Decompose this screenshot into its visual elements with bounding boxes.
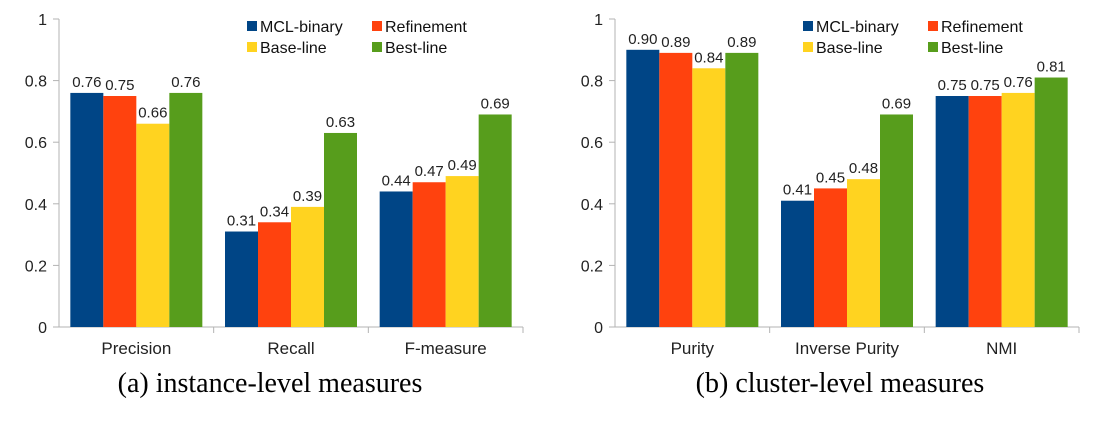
bar-mcl-binary — [935, 96, 969, 327]
bar-mcl-binary — [70, 92, 104, 327]
data-label: 0.69 — [882, 95, 911, 112]
y-tick-label: 0.4 — [25, 197, 47, 214]
bar-mcl-binary — [781, 200, 814, 327]
y-tick-label: 0.4 — [581, 197, 603, 214]
legend-label: Best-line — [941, 40, 1003, 57]
bar-base-line — [136, 123, 170, 327]
legend-swatch — [803, 21, 813, 31]
legend-label: MCL-binary — [816, 19, 899, 36]
bar-mcl-binary — [379, 191, 413, 327]
data-label: 0.66 — [138, 105, 167, 122]
data-label: 0.89 — [727, 34, 756, 51]
legend-swatch — [372, 21, 382, 31]
data-label: 0.75 — [105, 77, 134, 94]
data-label: 0.69 — [481, 95, 510, 112]
x-tick-label: Precision — [101, 339, 171, 358]
y-tick-label: 0.8 — [25, 74, 47, 91]
x-tick-label: Inverse Purity — [795, 339, 899, 358]
y-tick-label: 1 — [594, 12, 603, 29]
bar-base-line — [291, 206, 324, 327]
data-label: 0.31 — [227, 213, 256, 230]
bar-base-line — [692, 68, 726, 327]
bar-best-line — [725, 52, 759, 327]
bar-refinement — [814, 188, 847, 327]
bar-refinement — [659, 52, 693, 327]
legend-swatch — [928, 42, 938, 52]
data-label: 0.81 — [1037, 59, 1066, 76]
bar-mcl-binary — [225, 231, 258, 327]
data-label: 0.75 — [971, 77, 1000, 94]
data-label: 0.41 — [783, 182, 812, 199]
legend-label: Refinement — [385, 19, 467, 36]
data-label: 0.34 — [260, 203, 289, 220]
bar-mcl-binary — [626, 49, 660, 328]
data-label: 0.63 — [326, 114, 355, 131]
y-tick-label: 0.8 — [581, 74, 603, 91]
x-tick-label: Recall — [267, 339, 314, 358]
bar-refinement — [968, 96, 1002, 327]
bar-best-line — [880, 114, 913, 327]
bar-best-line — [169, 92, 203, 327]
data-label: 0.48 — [849, 160, 878, 177]
legend-label: Base-line — [816, 40, 883, 57]
bar-best-line — [1034, 77, 1068, 328]
legend-swatch — [928, 21, 938, 31]
x-tick-label: Purity — [671, 339, 715, 358]
legend-swatch — [372, 42, 382, 52]
data-label: 0.76 — [171, 74, 200, 91]
data-label: 0.84 — [694, 49, 723, 66]
legend-label: Refinement — [941, 19, 1023, 36]
chart-caption: (a) instance-level measures — [118, 368, 423, 399]
y-tick-label: 0.6 — [25, 135, 47, 152]
legend-swatch — [247, 21, 257, 31]
data-label: 0.76 — [1004, 74, 1033, 91]
x-tick-label: F-measure — [405, 339, 487, 358]
data-label: 0.49 — [448, 157, 477, 174]
bar-refinement — [412, 182, 446, 327]
legend-swatch — [803, 42, 813, 52]
y-tick-label: 1 — [38, 12, 47, 29]
data-label: 0.45 — [816, 169, 845, 186]
data-label: 0.44 — [382, 172, 411, 189]
bar-base-line — [445, 176, 479, 327]
data-label: 0.89 — [661, 34, 690, 51]
legend-swatch — [247, 42, 257, 52]
legend-label: MCL-binary — [260, 19, 343, 36]
bar-best-line — [478, 114, 512, 327]
data-label: 0.76 — [72, 74, 101, 91]
data-label: 0.39 — [293, 188, 322, 205]
legend-label: Base-line — [260, 40, 327, 57]
y-tick-label: 0.6 — [581, 135, 603, 152]
data-label: 0.75 — [938, 77, 967, 94]
bar-refinement — [258, 222, 291, 327]
bar-base-line — [847, 179, 880, 327]
chart-caption: (b) cluster-level measures — [696, 368, 985, 399]
legend-label: Best-line — [385, 40, 447, 57]
y-tick-label: 0.2 — [581, 258, 603, 275]
y-tick-label: 0 — [594, 320, 603, 337]
bar-refinement — [103, 96, 137, 327]
chart-instance-level: 00.20.40.60.810.76 0.750.660.76Precision0… — [25, 12, 524, 399]
y-tick-label: 0 — [38, 320, 47, 337]
data-label: 0.47 — [415, 163, 444, 180]
x-tick-label: NMI — [986, 339, 1017, 358]
chart-cluster-level: 00.20.40.60.810.90 0.890.840.89Purity0.41… — [581, 12, 1080, 399]
bar-best-line — [324, 132, 357, 327]
y-tick-label: 0.2 — [25, 258, 47, 275]
data-label: 0.90 — [628, 31, 657, 48]
bar-base-line — [1001, 92, 1035, 327]
